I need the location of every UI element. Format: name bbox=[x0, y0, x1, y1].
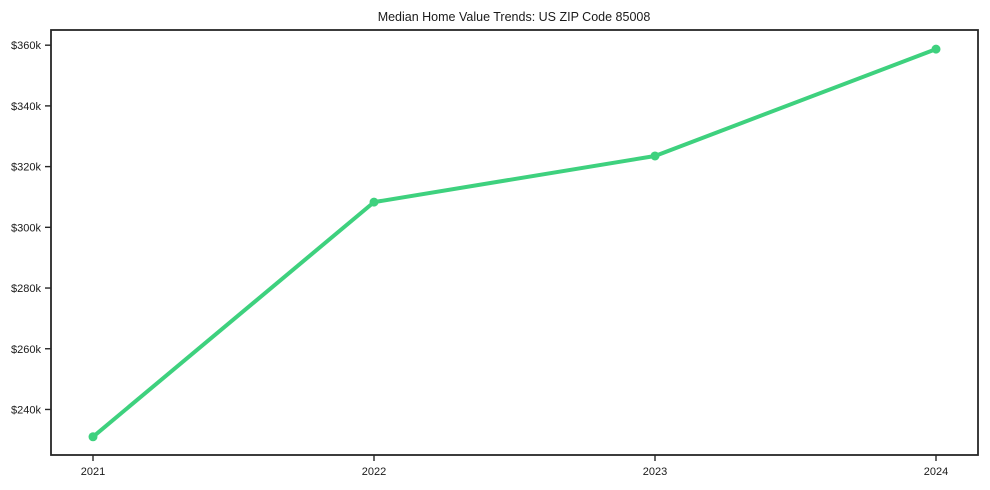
x-tick-label: 2024 bbox=[924, 466, 948, 478]
y-tick-label: $360k bbox=[11, 40, 41, 52]
data-point-2023 bbox=[650, 151, 660, 161]
data-point-2022 bbox=[369, 197, 379, 207]
data-point-2021 bbox=[88, 432, 98, 442]
plot-layer: $240k $260k $280k $300k $320k $340k $360k 2021 2… bbox=[11, 29, 979, 478]
x-tick-label: 2022 bbox=[362, 466, 386, 478]
y-tick-label: $260k bbox=[11, 344, 41, 356]
x-tick-label: 2021 bbox=[81, 466, 105, 478]
y-tick-label: $280k bbox=[11, 283, 41, 295]
data-point-2024 bbox=[931, 44, 941, 54]
plot-border bbox=[50, 29, 979, 456]
y-tick-label: $320k bbox=[11, 162, 41, 174]
chart-title: Median Home Value Trends: US ZIP Code 85… bbox=[378, 10, 651, 24]
y-tick-label: $300k bbox=[11, 222, 41, 234]
x-tick-label: 2023 bbox=[643, 466, 667, 478]
trend-line bbox=[91, 47, 938, 439]
y-tick-label: $340k bbox=[11, 101, 41, 113]
y-tick-label: $240k bbox=[11, 404, 41, 416]
